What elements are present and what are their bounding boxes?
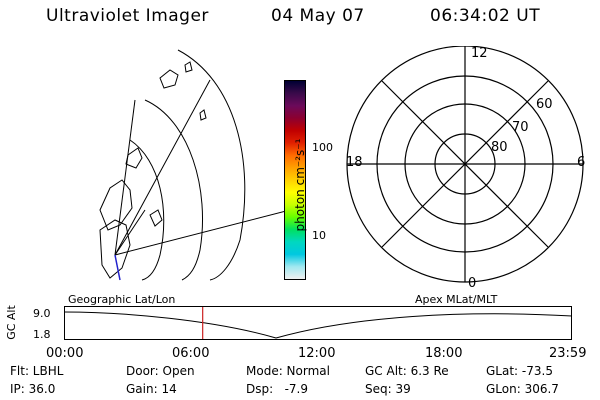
timeline-xtick-0600: 06:00 [172, 346, 210, 361]
info-ip: IP: 36.0 [10, 382, 56, 396]
map-satellite-track [114, 254, 121, 281]
map-coastline-3 [99, 179, 133, 231]
info-glat: GLat: -73.5 [486, 364, 553, 378]
timeline-frame [64, 306, 572, 340]
map-coastline-7 [199, 109, 207, 121]
polar-label-6: 6 [577, 155, 586, 170]
polar-label-12: 12 [471, 46, 488, 61]
timeline-altitude-curve [64, 311, 572, 339]
info-filter: Flt: LBHL [10, 364, 64, 378]
timeline-ytick-9: 9.0 [33, 307, 51, 320]
map-lat-arc-middle [144, 99, 203, 281]
map-lat-arc-outer [177, 49, 246, 281]
app-title: Ultraviolet Imager [46, 6, 209, 26]
date-label: 04 May 07 [271, 6, 365, 26]
polar-plot [346, 46, 584, 283]
time-label: 06:34:02 UT [430, 6, 541, 26]
info-dsp: Dsp: -7.9 [246, 382, 309, 396]
polar-ring-label-80: 80 [491, 140, 508, 155]
colorbar [284, 80, 306, 280]
info-door: Door: Open [126, 364, 195, 378]
map-lat-arc-inner [129, 139, 165, 281]
info-glon: GLon: 306.7 [486, 382, 559, 396]
timeline-left-label: Geographic Lat/Lon [68, 293, 176, 306]
info-mode: Mode: Normal [246, 364, 330, 378]
colorbar-label: photon cm⁻²s⁻¹ [293, 138, 307, 232]
info-gc-alt: GC Alt: 6.3 Re [365, 364, 449, 378]
timeline-plot [64, 306, 572, 340]
polar-ring-label-70: 70 [512, 120, 529, 135]
polar-ring-label-60: 60 [536, 97, 553, 112]
timeline-right-label: Apex MLat/MLT [415, 293, 498, 306]
info-gain: Gain: 14 [126, 382, 177, 396]
map-lon-line-4 [114, 99, 136, 256]
map-coastline-5 [149, 209, 163, 227]
timeline-axis-label: GC Alt [4, 305, 18, 340]
polar-label-18: 18 [346, 155, 363, 170]
map-coastline-1 [159, 69, 179, 89]
colorbar-tick-100: 100 [312, 141, 333, 154]
timeline-xtick-1800: 18:00 [425, 346, 463, 361]
map-coastline-6 [184, 61, 193, 73]
timeline-ytick-1-8: 1.8 [33, 328, 51, 341]
polar-diagonal-2 [381, 80, 549, 248]
map-lon-line-1 [114, 79, 211, 256]
timeline-xtick-0000: 00:00 [46, 346, 84, 361]
timeline-xtick-1200: 12:00 [298, 346, 336, 361]
map-lon-line-2 [114, 209, 290, 256]
map-lon-line-3 [114, 209, 146, 256]
timeline-xtick-2359: 23:59 [549, 346, 587, 361]
info-seq: Seq: 39 [365, 382, 411, 396]
colorbar-tick-10: 10 [312, 229, 326, 242]
polar-label-0: 0 [468, 276, 477, 291]
map-coastline-2 [125, 147, 143, 169]
geographic-map [99, 49, 290, 281]
colorbar-gradient [285, 81, 305, 279]
map-coastline-4 [99, 219, 131, 279]
